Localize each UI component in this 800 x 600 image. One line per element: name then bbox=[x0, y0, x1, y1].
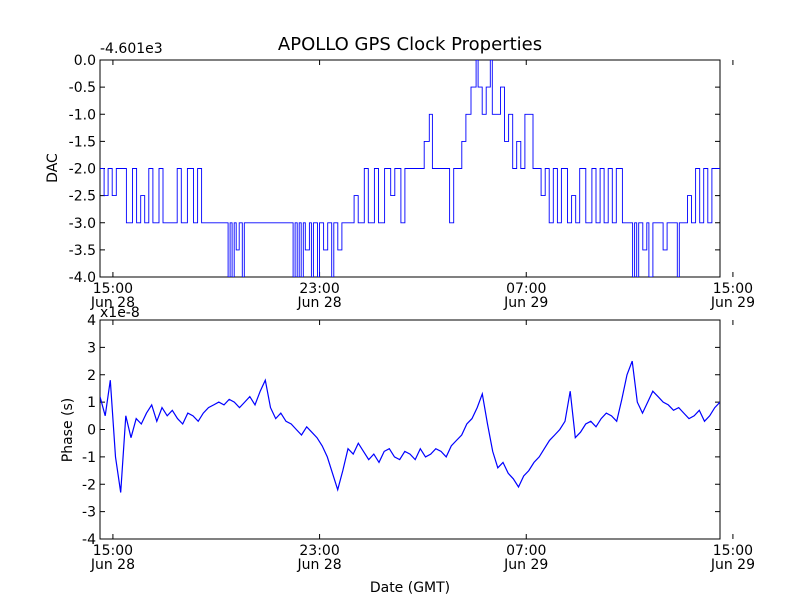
dac-y-axis-label: DAC bbox=[45, 153, 61, 183]
phase-y-tick-label-5: -1 bbox=[82, 450, 96, 466]
chart-title: APOLLO GPS Clock Properties bbox=[278, 34, 542, 55]
dac-x-tick-time-1: 23:00 bbox=[299, 281, 339, 297]
phase-x-tick-time-1: 23:00 bbox=[299, 543, 339, 559]
dac-y-tick-label-4: -2.0 bbox=[69, 162, 96, 178]
dac-plot-marks: 0.0-0.5-1.0-1.5-2.0-2.5-3.0-3.5-4.015:00… bbox=[69, 53, 755, 311]
phase-y-tick-label-1: 3 bbox=[87, 340, 96, 356]
dac-y-tick-label-0: 0.0 bbox=[74, 53, 96, 69]
dac-x-tick-time-3: 15:00 bbox=[713, 281, 753, 297]
phase-series-line-0 bbox=[100, 360, 720, 493]
dac-x-tick-date-2: Jun 29 bbox=[503, 295, 548, 311]
phase-x-tick-date-0: Jun 28 bbox=[90, 557, 135, 573]
dac-x-tick-time-0: 15:00 bbox=[93, 281, 133, 297]
phase-y-axis-label: Phase (s) bbox=[60, 398, 76, 462]
dac-x-tick-time-2: 07:00 bbox=[506, 281, 546, 297]
phase-y-tick-label-7: -3 bbox=[82, 505, 96, 521]
phase-plot-frame bbox=[99, 319, 721, 540]
dac-y-tick-label-1: -0.5 bbox=[69, 80, 96, 96]
dac-y-tick-label-5: -2.5 bbox=[69, 189, 96, 205]
phase-x-tick-date-1: Jun 28 bbox=[297, 557, 342, 573]
dac-series-line-0 bbox=[100, 60, 720, 277]
dac-offset-label: -4.601e3 bbox=[100, 41, 163, 57]
phase-offset-label: x1e-8 bbox=[100, 305, 140, 321]
phase-x-tick-time-3: 15:00 bbox=[713, 543, 753, 559]
dac-x-tick-date-0: Jun 28 bbox=[90, 295, 135, 311]
dac-y-tick-label-3: -1.5 bbox=[69, 134, 96, 150]
dac-x-tick-date-1: Jun 28 bbox=[297, 295, 342, 311]
phase-x-tick-time-0: 15:00 bbox=[93, 543, 133, 559]
phase-y-tick-label-3: 1 bbox=[87, 395, 96, 411]
phase-x-axis-label: Date (GMT) bbox=[370, 580, 450, 596]
phase-x-tick-date-3: Jun 29 bbox=[710, 557, 755, 573]
phase-y-tick-label-6: -2 bbox=[82, 477, 96, 493]
dac-y-tick-label-7: -3.5 bbox=[69, 243, 96, 259]
phase-y-tick-label-0: 4 bbox=[87, 313, 96, 329]
dac-y-tick-label-6: -3.0 bbox=[69, 216, 96, 232]
phase-x-tick-time-2: 07:00 bbox=[506, 543, 546, 559]
phase-y-tick-label-4: 0 bbox=[87, 423, 96, 439]
phase-y-tick-label-2: 2 bbox=[87, 368, 96, 384]
dac-y-tick-label-8: -4.0 bbox=[69, 270, 96, 286]
phase-y-tick-label-8: -4 bbox=[82, 532, 96, 548]
phase-x-tick-date-2: Jun 29 bbox=[503, 557, 548, 573]
dac-y-tick-label-2: -1.0 bbox=[69, 107, 96, 123]
dac-x-tick-date-3: Jun 29 bbox=[710, 295, 755, 311]
